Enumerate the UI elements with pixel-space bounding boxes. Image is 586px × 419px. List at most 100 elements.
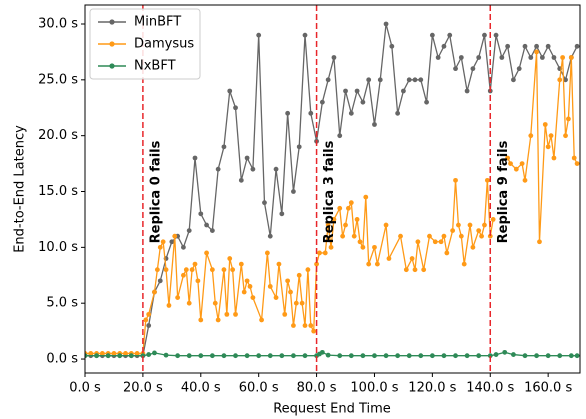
data-point bbox=[299, 300, 305, 306]
data-point bbox=[181, 244, 186, 250]
data-point bbox=[291, 353, 296, 359]
data-point bbox=[354, 217, 360, 222]
data-point bbox=[250, 295, 256, 301]
data-point bbox=[192, 155, 198, 161]
event-label: Replica 9 fails bbox=[496, 140, 511, 243]
data-point bbox=[441, 353, 447, 359]
data-point bbox=[482, 222, 487, 228]
data-point bbox=[160, 239, 166, 245]
data-point bbox=[285, 110, 291, 116]
data-point bbox=[522, 177, 528, 183]
data-point bbox=[204, 222, 209, 228]
data-point bbox=[163, 352, 169, 358]
y-tick-label: 15.0 s bbox=[38, 184, 78, 199]
data-point bbox=[215, 317, 221, 323]
data-point bbox=[374, 261, 380, 267]
data-point bbox=[343, 222, 348, 228]
data-point bbox=[221, 144, 227, 150]
data-point bbox=[186, 300, 192, 306]
data-point bbox=[574, 353, 580, 359]
data-point bbox=[181, 272, 186, 278]
x-tick-label: 0.0 s bbox=[69, 381, 101, 396]
data-point bbox=[386, 256, 392, 261]
data-point bbox=[403, 267, 409, 273]
data-point bbox=[198, 353, 204, 359]
data-point bbox=[534, 43, 539, 49]
x-tick-label: 160.0 s bbox=[524, 381, 572, 396]
data-point bbox=[401, 88, 406, 94]
data-point bbox=[568, 353, 574, 359]
data-point bbox=[493, 352, 499, 357]
data-point bbox=[427, 233, 432, 239]
data-point bbox=[319, 99, 325, 105]
data-point bbox=[351, 233, 357, 239]
data-point bbox=[198, 211, 204, 217]
data-point bbox=[363, 194, 369, 200]
data-point bbox=[360, 353, 366, 359]
data-point bbox=[482, 32, 487, 38]
data-point bbox=[490, 217, 496, 222]
data-point bbox=[241, 289, 247, 295]
legend-marker bbox=[109, 63, 115, 69]
data-point bbox=[267, 353, 273, 359]
data-point bbox=[505, 43, 511, 49]
data-point bbox=[516, 66, 522, 72]
data-point bbox=[209, 353, 215, 359]
data-point bbox=[88, 351, 94, 356]
data-point bbox=[534, 49, 539, 55]
data-point bbox=[418, 353, 424, 359]
data-point bbox=[264, 250, 270, 256]
data-point bbox=[221, 353, 227, 359]
data-point bbox=[250, 166, 256, 172]
x-tick-label: 100.0 s bbox=[350, 381, 398, 396]
data-point bbox=[340, 233, 346, 239]
data-point bbox=[447, 32, 453, 38]
data-point bbox=[537, 239, 542, 245]
data-point bbox=[551, 55, 557, 60]
series-line bbox=[85, 23, 578, 357]
data-point bbox=[291, 189, 296, 194]
data-point bbox=[256, 32, 262, 38]
data-point bbox=[189, 267, 195, 273]
legend-label: NxBFT bbox=[134, 59, 176, 74]
data-point bbox=[247, 284, 253, 289]
y-tick-label: 25.0 s bbox=[38, 72, 78, 87]
data-point bbox=[508, 161, 513, 166]
data-point bbox=[412, 77, 418, 83]
data-point bbox=[574, 43, 580, 49]
data-point bbox=[479, 233, 484, 239]
data-point bbox=[195, 278, 201, 284]
x-axis-label: Request End Time bbox=[273, 402, 391, 417]
data-point bbox=[476, 353, 482, 359]
data-point bbox=[453, 353, 458, 359]
data-point bbox=[227, 256, 233, 261]
data-point bbox=[383, 21, 389, 27]
data-point bbox=[438, 239, 444, 245]
data-point bbox=[308, 110, 314, 116]
data-point bbox=[415, 239, 421, 245]
data-point bbox=[377, 77, 383, 83]
data-point bbox=[406, 77, 412, 83]
data-point bbox=[566, 116, 571, 122]
data-point bbox=[117, 353, 123, 359]
y-tick-label: 0.0 s bbox=[46, 352, 78, 367]
data-point bbox=[227, 88, 233, 94]
data-point bbox=[476, 228, 482, 234]
data-point bbox=[128, 353, 134, 359]
data-point bbox=[551, 155, 557, 161]
data-point bbox=[548, 133, 554, 139]
data-point bbox=[204, 250, 209, 256]
legend-label: MinBFT bbox=[134, 15, 181, 30]
data-point bbox=[522, 43, 528, 49]
data-point bbox=[212, 300, 218, 306]
y-tick-label: 5.0 s bbox=[46, 296, 78, 311]
data-point bbox=[395, 353, 401, 359]
data-point bbox=[186, 353, 192, 359]
plot bbox=[85, 21, 580, 359]
data-point bbox=[296, 144, 302, 150]
x-tick-label: 140.0 s bbox=[466, 381, 514, 396]
data-point bbox=[238, 261, 244, 267]
data-point bbox=[143, 317, 149, 323]
data-point bbox=[458, 233, 464, 239]
